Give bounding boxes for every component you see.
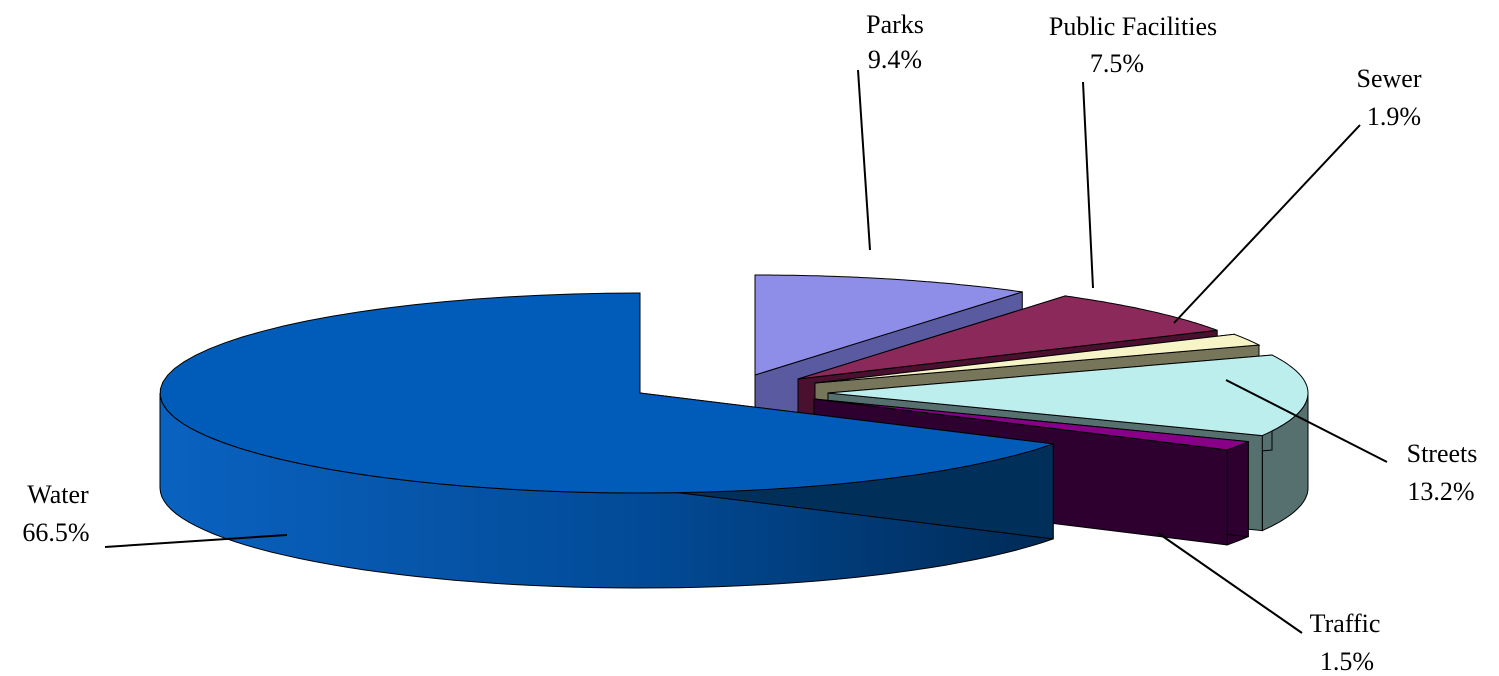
data-label-value-streets: 13.2%: [1407, 477, 1474, 506]
leader-line-traffic: [1157, 532, 1303, 634]
slice-top-parks: [754, 274, 1023, 376]
data-label-name-water: Water: [27, 480, 89, 509]
leader-line-water: [104, 534, 288, 548]
data-label-value-public-facilities: 7.5%: [1090, 49, 1144, 78]
data-label-value-water: 66.5%: [22, 518, 89, 547]
data-labels: Parks 9.4% Public Facilities 7.5% Sewer 1.9% S…: [22, 10, 1477, 676]
data-label-name-public-facilities: Public Facilities: [1049, 12, 1217, 41]
data-label-value-sewer: 1.9%: [1367, 102, 1421, 131]
data-label-value-parks: 9.4%: [868, 45, 922, 74]
data-label-name-traffic: Traffic: [1310, 609, 1381, 638]
slice-top-sewer: [814, 333, 1261, 384]
data-label-name-sewer: Sewer: [1357, 64, 1422, 93]
data-label-name-parks: Parks: [866, 10, 924, 39]
slice-water: [159, 292, 1054, 589]
leader-lines: [104, 69, 1388, 634]
slices-layer: [159, 274, 1309, 589]
data-label-value-traffic: 1.5%: [1320, 647, 1374, 676]
data-label-name-streets: Streets: [1407, 439, 1478, 468]
slice-top-traffic: [813, 398, 1249, 451]
slice-top-streets: [827, 354, 1309, 437]
leader-line-public-facilities: [1082, 81, 1094, 289]
leader-line-sewer: [1173, 124, 1361, 324]
leader-line-streets: [1225, 379, 1388, 463]
leader-line-parks: [857, 69, 871, 251]
slice-top-public-facilities: [797, 295, 1218, 380]
slice-top-water: [159, 292, 1054, 494]
